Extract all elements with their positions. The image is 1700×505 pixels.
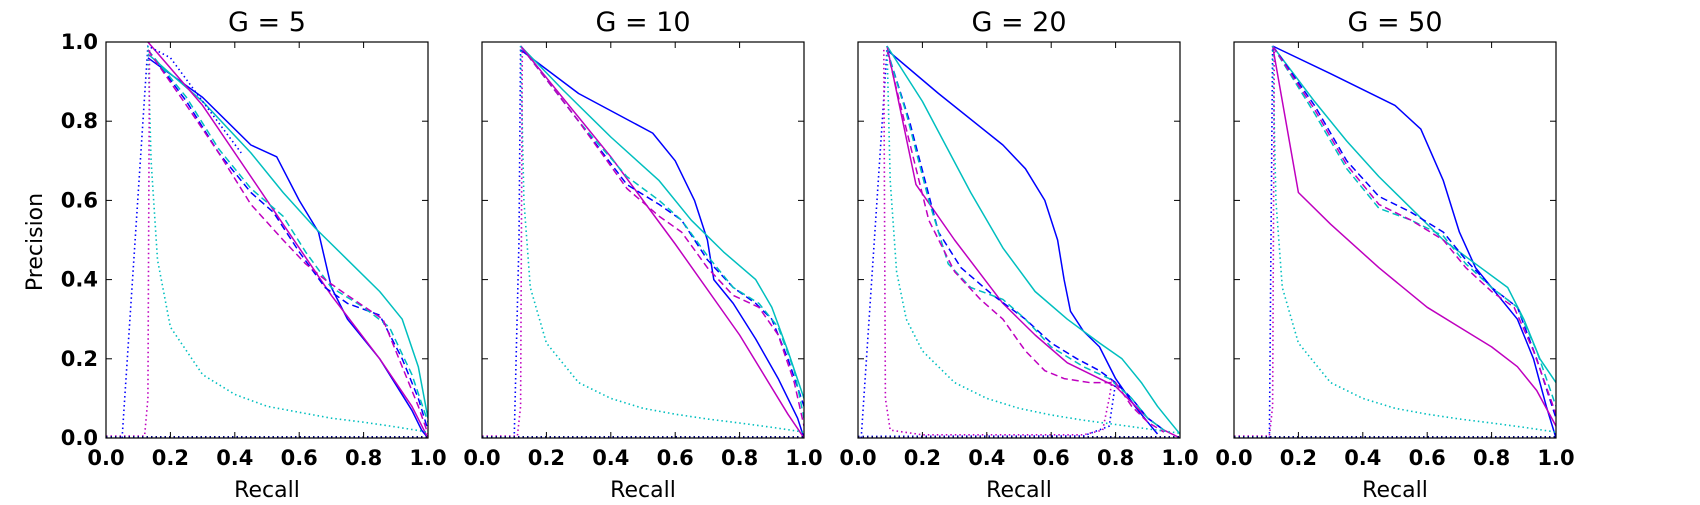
series-line-5	[147, 49, 428, 423]
x-tick-label: 1.0	[1537, 446, 1574, 470]
chart-title: G = 50	[1347, 7, 1442, 38]
plot-frame	[481, 41, 805, 439]
series-line-1	[886, 49, 1159, 435]
series-line-5	[520, 45, 804, 419]
series-line-6	[886, 49, 1165, 433]
series-line-9	[482, 49, 524, 437]
x-tick-label: 1.0	[1161, 446, 1198, 470]
y-tick-label: 0.4	[61, 268, 98, 292]
series-line-5	[886, 49, 1165, 431]
x-tick-label: 0.8	[345, 446, 382, 470]
x-tick-label: 0.0	[463, 446, 500, 470]
series-line-9	[106, 49, 151, 437]
series-group	[858, 45, 1180, 439]
plot-frame	[105, 41, 429, 439]
series-line-8	[1271, 45, 1556, 433]
x-tick-label: 0.0	[1215, 446, 1252, 470]
chart-panel-4: G = 50 0.0 0.2 0.4 0.6 0.8 1.0 Recall	[1215, 7, 1574, 503]
series-line-8	[886, 45, 1180, 434]
x-axis-label: Recall	[986, 478, 1052, 500]
x-tick-label: 0.8	[1097, 446, 1134, 470]
plot-frame	[1233, 41, 1557, 439]
x-tick-label: 0.4	[592, 446, 629, 470]
series-line-7	[121, 45, 242, 439]
series-line-1	[1272, 45, 1556, 439]
x-tick-label: 1.0	[409, 446, 446, 470]
series-line-6	[147, 49, 428, 435]
chart-panel-2: G = 10 0.0 0.2 0.4 0.6 0.8 1.0 Recall	[463, 7, 822, 503]
x-tick-label: 0.6	[657, 446, 694, 470]
y-tick-label: 0.6	[61, 188, 98, 212]
series-line-9	[1234, 49, 1276, 437]
series-line-7	[860, 49, 888, 439]
series-line-10	[858, 382, 1117, 438]
x-tick-label: 1.0	[785, 446, 822, 470]
figure-ylabel: Precision	[23, 193, 48, 291]
series-line-2	[886, 45, 1180, 435]
series-line-3	[520, 45, 804, 439]
series-line-9	[882, 49, 1114, 436]
x-tick-label: 0.6	[281, 446, 318, 470]
series-line-3	[1271, 45, 1556, 427]
x-tick-label: 0.6	[1033, 446, 1070, 470]
x-tick-label: 0.8	[721, 446, 758, 470]
x-tick-label: 0.6	[1409, 446, 1446, 470]
x-tick-label: 0.0	[87, 446, 124, 470]
series-line-4	[147, 49, 428, 431]
series-line-7	[1268, 45, 1274, 439]
x-tick-label: 0.4	[1344, 446, 1381, 470]
series-line-8	[519, 45, 804, 433]
x-tick-label: 0.2	[528, 446, 565, 470]
series-line-3	[147, 41, 428, 439]
x-axis-label: Recall	[1362, 478, 1428, 500]
series-line-5	[1271, 45, 1556, 407]
chart-panel-3: G = 20 0.0 0.2 0.4 0.6 0.8 1.0 Recall	[839, 7, 1198, 503]
y-tick-label: 1.0	[61, 30, 98, 54]
x-tick-label: 0.8	[1473, 446, 1510, 470]
series-line-6	[520, 45, 804, 427]
x-axis-label: Recall	[610, 478, 676, 500]
series-group	[482, 45, 804, 439]
x-tick-label: 0.2	[1280, 446, 1317, 470]
chart-title: G = 20	[971, 7, 1066, 38]
series-line-1	[520, 49, 804, 439]
plot-frame	[857, 41, 1181, 439]
series-line-4	[886, 49, 1165, 431]
series-line-1	[147, 57, 428, 439]
series-group	[106, 41, 428, 439]
x-tick-label: 0.2	[904, 446, 941, 470]
series-group	[1234, 45, 1556, 439]
x-tick-label: 0.2	[152, 446, 189, 470]
x-axis-label: Recall	[234, 478, 300, 500]
y-tick-label: 0.0	[61, 426, 98, 450]
series-line-7	[513, 45, 522, 439]
x-tick-label: 0.4	[216, 446, 253, 470]
x-tick-label: 0.4	[968, 446, 1005, 470]
series-line-2	[520, 45, 804, 399]
series-line-6	[1271, 45, 1556, 415]
series-line-3	[886, 45, 1180, 439]
chart-title: G = 10	[595, 7, 690, 38]
chart-panel-1: G = 5 0.0 0.2 0.4 0.6 0.8 1.0 0.0 0.2 0.4 0.6 0.8 1.…	[61, 7, 447, 503]
series-line-4	[1271, 45, 1556, 419]
series-line-2	[147, 53, 428, 419]
chart-title: G = 5	[228, 7, 306, 38]
y-tick-label: 0.2	[61, 347, 98, 371]
y-tick-label: 0.8	[61, 109, 98, 133]
x-tick-label: 0.0	[839, 446, 876, 470]
